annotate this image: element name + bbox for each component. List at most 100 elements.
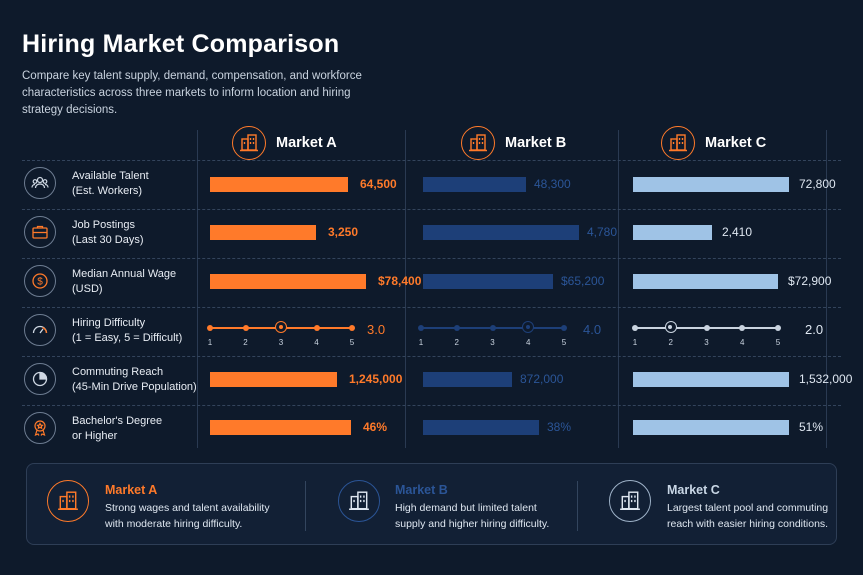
row-label-available-talent: Available Talent (Est. Workers) (72, 170, 149, 197)
scale-dot (561, 325, 567, 331)
bar-label-c-row-0: 72,800 (799, 177, 836, 191)
scale-dot (739, 325, 746, 331)
bar-label-b-row-0: 48,300 (534, 177, 571, 191)
row-label-bachelors: Bachelor's Degree or Higher (72, 415, 163, 442)
bar-label-b-row-5: 38% (547, 420, 572, 434)
summary-title-market-c: Market C (667, 483, 720, 497)
summary-text-market-a: Strong wages and talent availability wit… (105, 502, 270, 530)
market-a-name: Market A (276, 135, 337, 151)
building-icon (461, 126, 495, 160)
scale-dot (242, 325, 249, 331)
bar-c-row-5 (633, 420, 789, 435)
row-divider (22, 258, 841, 259)
row-label-median-wage: Median Annual Wage (USD) (72, 268, 177, 295)
summary-title-market-a: Market A (105, 483, 158, 497)
summary-text-market-c: Largest talent pool and commuting reach … (667, 502, 829, 530)
scale-tick-label: 4 (526, 338, 531, 347)
market-c-header: Market C (661, 124, 766, 162)
bar-a-row-1 (210, 225, 316, 240)
column-divider (405, 130, 406, 448)
row-divider (22, 356, 841, 357)
scale-dot (489, 325, 496, 331)
summary-text-market-b: High demand but limited talent supply an… (395, 502, 550, 530)
scale-dot (207, 325, 213, 331)
scale-tick-label: 3 (490, 338, 495, 347)
row-divider (22, 405, 841, 406)
building-icon (338, 480, 380, 522)
scale-dot (313, 325, 320, 331)
scale-tick-label: 5 (561, 338, 567, 347)
building-icon (609, 480, 651, 522)
column-divider (197, 130, 198, 448)
bar-label-b-row-4: 872,000 (520, 372, 564, 386)
market-a-header: Market A (232, 124, 337, 162)
scale-tick-label: 2 (454, 338, 459, 347)
row-divider (22, 160, 841, 161)
scale-tick-label: 5 (775, 338, 781, 347)
summary-divider (577, 481, 578, 531)
scale-tick-label: 4 (740, 338, 745, 347)
scale-tick-label: 3 (704, 338, 709, 347)
page-title: Hiring Market Comparison (22, 30, 340, 58)
bar-b-row-5 (423, 420, 539, 435)
bar-b-row-0 (423, 177, 526, 192)
scale-selected-marker (664, 321, 677, 333)
bar-label-b-row-1: 4,780 (587, 225, 618, 239)
row-label-job-postings: Job Postings (Last 30 Days) (72, 219, 144, 246)
bar-b-row-1 (423, 225, 579, 240)
bar-label-a-row-5: 46% (363, 420, 388, 434)
difficulty-scale-market-a: 1 2 3 4 5 (207, 318, 355, 348)
bar-c-row-2 (633, 274, 778, 289)
bar-c-row-1 (633, 225, 712, 240)
bar-label-a-row-2: $78,400 (378, 274, 422, 288)
bar-label-c-row-5: 51% (799, 420, 824, 434)
bar-a-row-4 (210, 372, 337, 387)
summary-panel (26, 463, 837, 545)
svg-text:$: $ (37, 277, 43, 288)
bar-label-c-row-4: 1,532,000 (799, 372, 853, 386)
scale-tick-label: 5 (349, 338, 355, 347)
market-b-header: Market B (461, 124, 566, 162)
pie-icon (24, 363, 56, 395)
market-b-name: Market B (505, 135, 567, 151)
bar-label-a-row-0: 64,500 (360, 177, 397, 191)
scale-tick-label: 2 (243, 338, 248, 347)
bar-a-row-5 (210, 420, 351, 435)
row-divider (22, 209, 841, 210)
difficulty-value-market-c: 2.0 (805, 322, 824, 337)
scale-selected-marker (275, 321, 287, 333)
scale-dot (418, 325, 424, 331)
scale-selected-marker (522, 321, 535, 333)
difficulty-scale-market-b: 1 2 3 4 5 (418, 318, 567, 348)
bar-a-row-0 (210, 177, 348, 192)
scale-tick-label: 3 (278, 338, 284, 347)
row-label-hiring-difficulty: Hiring Difficulty (1 = Easy, 5 = Difficul… (72, 317, 183, 344)
row-label-commuting-reach: Commuting Reach (45-Min Drive Population) (72, 366, 197, 393)
difficulty-scale-market-c: 1 2 3 4 5 (632, 318, 781, 348)
bar-label-c-row-2: $72,900 (788, 274, 832, 288)
scale-tick-label: 1 (632, 338, 638, 347)
scale-dot (703, 325, 710, 331)
briefcase-icon (24, 216, 56, 248)
scale-dot (775, 325, 781, 331)
scale-tick-label: 1 (418, 338, 424, 347)
bar-label-a-row-4: 1,245,000 (349, 372, 403, 386)
summary-title-market-b: Market B (395, 483, 448, 497)
bar-b-row-2 (423, 274, 553, 289)
difficulty-value-market-b: 4.0 (583, 322, 602, 337)
bar-b-row-4 (423, 372, 512, 387)
scale-tick-label: 2 (668, 338, 673, 347)
bar-c-row-0 (633, 177, 789, 192)
building-icon (661, 126, 695, 160)
difficulty-value-market-a: 3.0 (367, 322, 386, 337)
column-divider (826, 130, 827, 448)
award-icon (24, 412, 56, 444)
scale-tick-label: 1 (207, 338, 213, 347)
bar-a-row-2 (210, 274, 366, 289)
bar-label-b-row-2: $65,200 (561, 274, 605, 288)
bar-label-a-row-1: 3,250 (328, 225, 359, 239)
bar-label-c-row-1: 2,410 (722, 225, 753, 239)
scale-dot (349, 325, 355, 331)
gauge-icon (24, 314, 56, 346)
page-subtitle: Compare key talent supply, demand, compe… (22, 70, 362, 116)
